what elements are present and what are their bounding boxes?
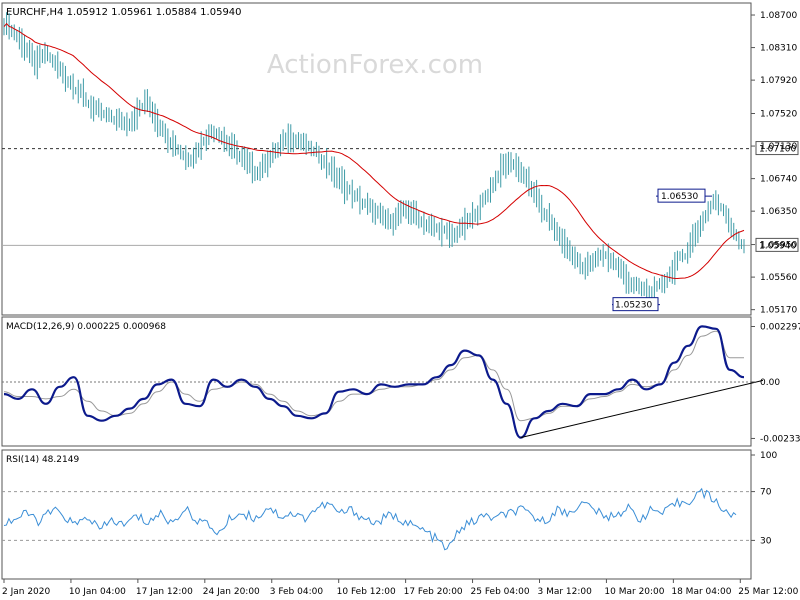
rsi-title: RSI(14) 48.2149 bbox=[6, 455, 79, 465]
time-tick-label: 3 Feb 04:00 bbox=[270, 587, 324, 597]
price-pane-frame bbox=[1, 2, 752, 316]
price-y-tick-label: 1.08310 bbox=[760, 44, 797, 54]
rsi-y-tick-label: 30 bbox=[760, 536, 772, 546]
macd-title: MACD(12,26,9) 0.000225 0.000968 bbox=[6, 322, 166, 332]
price-level-tag bbox=[755, 237, 799, 252]
macd-y-tick-label: 0.002297 bbox=[760, 322, 800, 332]
macd-trendline bbox=[520, 379, 764, 439]
time-tick-label: 2 Jan 2020 bbox=[2, 587, 50, 597]
price-level-label: 1.07100 bbox=[759, 145, 796, 155]
price-y-tick-label: 1.06350 bbox=[760, 207, 797, 217]
price-pane: ActionForex.com EURCHF,H4 1.05912 1.0596… bbox=[1, 2, 799, 316]
high-marker-box bbox=[657, 188, 706, 203]
price-y-tick-label: 1.05950 bbox=[760, 241, 797, 251]
low-marker-box bbox=[612, 297, 659, 312]
price-y-tick-label: 1.08700 bbox=[760, 11, 797, 21]
price-header: EURCHF,H4 1.05912 1.05961 1.05884 1.0594… bbox=[6, 7, 242, 18]
time-tick-label: 17 Feb 20:00 bbox=[404, 587, 463, 597]
price-bars bbox=[3, 12, 745, 311]
time-tick-label: 24 Jan 20:00 bbox=[203, 587, 260, 597]
price-y-tick-label: 1.07920 bbox=[760, 76, 797, 86]
price-y-tick-label: 1.05170 bbox=[760, 306, 797, 316]
price-y-axis: 1.08700 1.08310 1.07920 1.07520 1.07130 1.067… bbox=[751, 11, 797, 316]
price-levels: 1.07100 1.05940 bbox=[2, 141, 799, 252]
high-marker-label: 1.06530 bbox=[661, 192, 698, 202]
rsi-pane: RSI(14) 48.2149 100 70 30 bbox=[1, 449, 777, 580]
price-y-tick-label: 1.07130 bbox=[760, 142, 797, 152]
watermark: ActionForex.com bbox=[267, 50, 483, 80]
price-y-tick-label: 1.05560 bbox=[760, 273, 797, 283]
macd-y-axis: 0.002297 0.00 -0.002336 bbox=[751, 322, 800, 444]
macd-main-line bbox=[3, 325, 745, 439]
time-tick-label: 18 Mar 04:00 bbox=[671, 587, 731, 597]
time-tick-label: 10 Mar 20:00 bbox=[604, 587, 664, 597]
moving-average-line bbox=[3, 22, 745, 280]
macd-signal-line bbox=[3, 330, 744, 422]
time-tick-label: 3 Mar 12:00 bbox=[537, 587, 592, 597]
time-tick-label: 25 Feb 04:00 bbox=[471, 587, 530, 597]
price-level-label: 1.05940 bbox=[759, 241, 796, 251]
price-y-tick-label: 1.07520 bbox=[760, 110, 797, 120]
macd-pane: MACD(12,26,9) 0.000225 0.000968 0.002297… bbox=[1, 316, 800, 447]
time-axis: 2 Jan 2020 10 Jan 04:00 17 Jan 12:00 24 Jan… bbox=[2, 578, 799, 597]
macd-y-tick-label: -0.002336 bbox=[760, 434, 800, 444]
rsi-y-tick-label: 70 bbox=[760, 488, 772, 498]
price-y-tick-label: 1.06740 bbox=[760, 175, 797, 185]
rsi-levels bbox=[2, 491, 751, 541]
time-tick-label: 17 Jan 12:00 bbox=[136, 587, 193, 597]
macd-y-tick-label: 0.00 bbox=[760, 378, 780, 388]
time-tick-label: 25 Mar 12:00 bbox=[738, 587, 798, 597]
time-tick-label: 10 Jan 04:00 bbox=[69, 587, 126, 597]
rsi-y-tick-label: 100 bbox=[760, 451, 777, 461]
price-level-tag bbox=[755, 141, 799, 156]
rsi-line bbox=[3, 487, 737, 551]
price-annotations: 1.06530 1.05230 bbox=[612, 188, 712, 312]
time-tick-label: 10 Feb 12:00 bbox=[337, 587, 396, 597]
low-marker-label: 1.05230 bbox=[615, 301, 652, 311]
rsi-y-axis: 100 70 30 bbox=[751, 451, 777, 546]
